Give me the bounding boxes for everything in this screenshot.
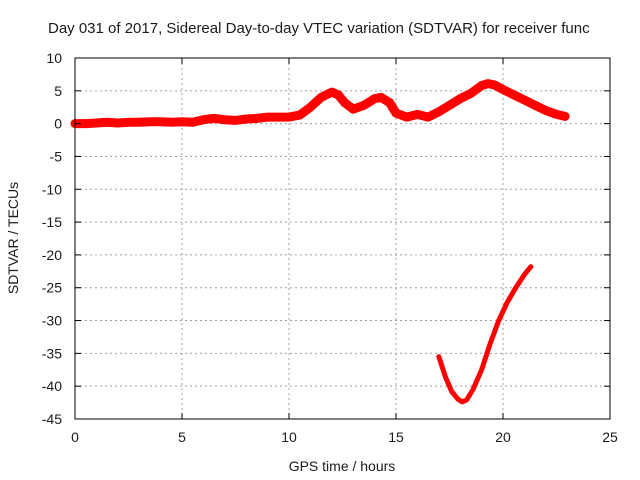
y-tick-label: -5 — [50, 148, 63, 164]
y-tick-label: -40 — [42, 378, 62, 394]
y-tick-label: 5 — [54, 83, 62, 99]
y-tick-label: -25 — [42, 280, 62, 296]
y-tick-label: 10 — [46, 50, 62, 66]
x-tick-label: 0 — [71, 429, 79, 445]
plot-frame — [74, 57, 611, 420]
x-axis-label: GPS time / hours — [289, 458, 396, 474]
x-tick-label: 10 — [281, 429, 297, 445]
y-tick-label: 0 — [54, 116, 62, 132]
series-line-excursion — [436, 264, 534, 405]
series-layer — [70, 79, 570, 405]
y-tick-label: -30 — [42, 313, 62, 329]
chart-title: Day 031 of 2017, Sidereal Day-to-day VTE… — [48, 20, 590, 37]
y-tick-label: -10 — [42, 181, 62, 197]
grid — [75, 58, 610, 419]
x-tick-label: 5 — [178, 429, 186, 445]
y-tick-label: -45 — [42, 411, 62, 427]
y-tick-label: -20 — [42, 247, 62, 263]
x-tick-label: 20 — [495, 429, 511, 445]
x-tick-label: 15 — [388, 429, 404, 445]
x-tick-label: 25 — [602, 429, 618, 445]
axis-ticks: 0 5 10 15 20 25 10 5 0 -5 -10 -15 -20 -25 -30 -35 -40 -45 — [42, 50, 618, 445]
series-line-main — [70, 79, 570, 129]
y-tick-label: -15 — [42, 214, 62, 230]
y-axis-label: SDTVAR / TECUs — [5, 182, 21, 294]
y-tick-label: -35 — [42, 345, 62, 361]
